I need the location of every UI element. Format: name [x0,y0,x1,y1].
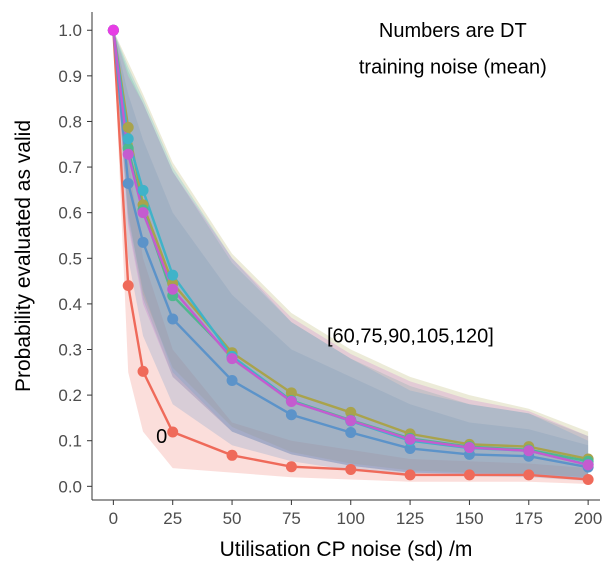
annotation-text: Numbers are DT [379,20,527,42]
data-point-120 [122,148,134,160]
y-tick-label: 0.0 [58,477,82,496]
x-tick-label: 50 [223,509,242,528]
y-tick-label: 0.8 [58,112,82,131]
data-point-60 [122,177,134,189]
y-tick-label: 1.0 [58,21,82,40]
x-tick-label: 200 [574,509,602,528]
axes: 0 25 50 75 100 125 150 175 200 0.00.10.20.30.40.… [58,12,602,528]
data-point-0 [582,473,594,485]
data-point-0 [167,426,179,438]
data-point-120 [285,395,297,407]
data-point-75 [285,387,297,399]
data-point-60 [167,313,179,325]
annotation-text: [60,75,90,105,120] [327,326,494,348]
x-tick-label: 125 [396,509,424,528]
y-tick-label: 0.9 [58,67,82,86]
data-point-0 [404,469,416,481]
y-tick-label: 0.1 [58,432,82,451]
data-point-105 [167,269,179,281]
y-tick-label: 0.7 [58,158,82,177]
y-axis-ticks: 0.0 0.1 0.2 0.3 0.4 0.5 0.6 0.7 0.8 0.9 1.0 [58,21,92,496]
y-axis-title: Probability evaluated as valid [12,120,35,392]
data-point-75 [345,406,357,418]
x-tick-label: 0 [109,509,118,528]
data-point-105 [122,133,134,145]
confidence-band-120 [113,30,589,480]
x-tick-label: 175 [515,509,543,528]
confidence-band-105 [113,30,589,480]
data-point-0 [523,469,535,481]
confidence-band-60 [113,30,589,481]
x-axis-ticks: 0 25 50 75 100 125 150 175 200 [109,500,602,528]
x-tick-label: 25 [163,509,182,528]
y-tick-label: 0.5 [58,249,82,268]
highlight-point [107,24,119,36]
annotations: Numbers are DT training noise (mean) [60,7… [156,20,547,448]
data-point-120 [523,445,535,457]
data-point-120 [137,207,149,219]
data-point-105 [137,184,149,196]
data-point-120 [463,442,475,454]
data-point-60 [404,442,416,454]
annotation-text: 0 [156,426,167,448]
confidence-band-75 [113,30,589,478]
data-point-0 [226,449,238,461]
data-point-120 [582,459,594,471]
confidence-band-90 [113,30,589,479]
data-point-0 [137,365,149,377]
y-tick-label: 0.6 [58,204,82,223]
x-tick-label: 150 [455,509,483,528]
series-points [107,24,594,485]
data-point-60 [226,375,238,387]
data-point-60 [345,427,357,439]
data-point-120 [404,433,416,445]
y-tick-label: 0.2 [58,386,82,405]
x-tick-label: 100 [337,509,365,528]
data-point-120 [226,353,238,365]
data-point-0 [345,463,357,475]
y-tick-label: 0.3 [58,340,82,359]
x-axis-title: Utilisation CP noise (sd) /m [220,538,473,561]
x-tick-label: 75 [282,509,301,528]
data-point-0 [463,469,475,481]
data-point-120 [167,283,179,295]
confidence-bands [113,30,589,485]
data-point-0 [285,461,297,473]
data-point-120 [345,415,357,427]
data-point-60 [285,409,297,421]
annotation-text: training noise (mean) [359,57,547,79]
confidence-band-0 [113,30,589,485]
data-point-75 [122,121,134,133]
data-point-60 [137,236,149,248]
data-point-0 [122,280,134,292]
y-tick-label: 0.4 [58,295,82,314]
